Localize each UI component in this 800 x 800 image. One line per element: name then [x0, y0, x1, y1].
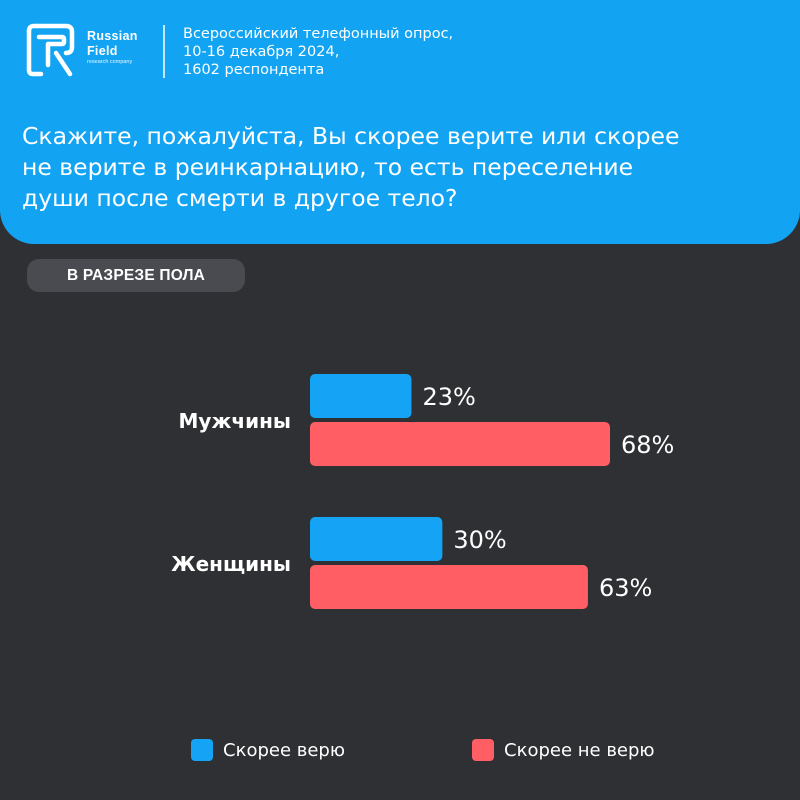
russian-field-logo-icon	[26, 23, 75, 77]
header-divider	[163, 25, 165, 78]
bar-women-believe	[310, 517, 443, 561]
brand-block: Russian Field research company	[87, 29, 138, 66]
legend-swatch-not-believe	[472, 739, 494, 761]
bar-men-not-believe	[310, 422, 610, 466]
value-label-men-not-believe: 68%	[621, 431, 674, 459]
survey-info-line2: 10-16 декабря 2024,	[183, 44, 340, 60]
value-label-women-believe: 30%	[453, 526, 506, 554]
brand-name-line2: Field	[87, 43, 118, 58]
header-banner: Russian Field research company Всероссий…	[0, 0, 800, 244]
survey-info-line1: Всероссийский телефонный опрос,	[183, 26, 454, 42]
legend-item-not-believe: Скорее не верю	[472, 738, 655, 762]
legend-label-not-believe: Скорее не верю	[504, 739, 655, 761]
legend-label-believe: Скорее верю	[223, 739, 346, 761]
section-badge: В РАЗРЕЗЕ ПОЛА	[27, 259, 245, 292]
brand-tagline: research company	[87, 59, 133, 65]
bar-men-believe	[310, 374, 412, 418]
category-label-men: Мужчины	[179, 409, 292, 433]
survey-info: Всероссийский телефонный опрос, 10-16 де…	[183, 25, 453, 79]
category-label-women: Женщины	[171, 552, 291, 576]
bar-women-not-believe	[310, 565, 588, 609]
legend-swatch-believe	[191, 739, 213, 761]
value-label-women-not-believe: 63%	[599, 574, 652, 602]
brand-name-line1: Russian	[87, 29, 138, 43]
survey-info-line3: 1602 респондента	[183, 62, 325, 78]
legend-item-believe: Скорее верю	[191, 738, 345, 762]
question-title: Скажите, пожалуйста, Вы скорее верите ил…	[22, 122, 680, 212]
value-label-men-believe: 23%	[422, 383, 475, 411]
